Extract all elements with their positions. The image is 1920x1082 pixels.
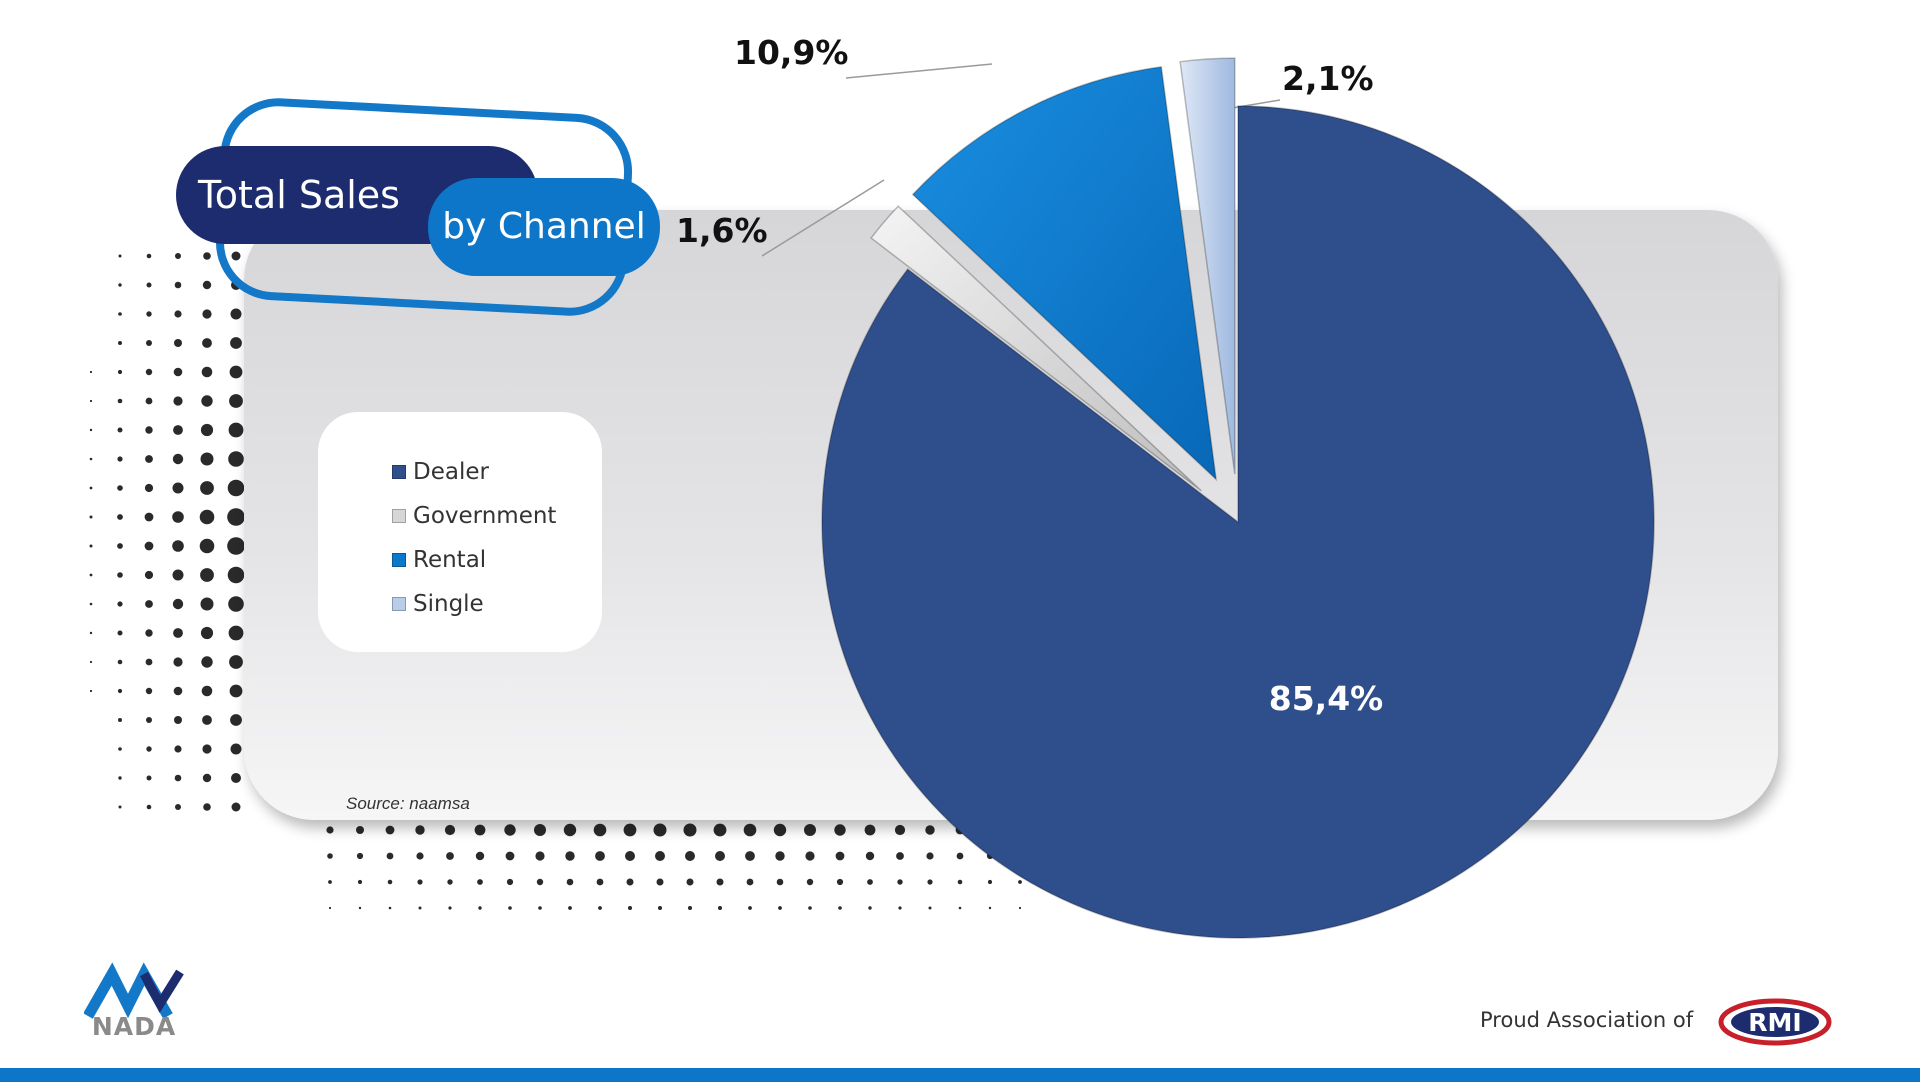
pie-slice-government — [870, 205, 1202, 492]
pie-leader-government — [761, 179, 885, 257]
association-tagline: Proud Association of — [1480, 1008, 1694, 1032]
pie-label-rental: 10,9% — [734, 33, 849, 72]
legend-label-dealer: Dealer — [413, 459, 489, 485]
chart-title-badge: Total Sales by Channel — [174, 95, 674, 319]
footer-accent-bar — [0, 1068, 1920, 1082]
pie-label-single: 2,1% — [1282, 59, 1374, 98]
legend-swatch-single — [392, 597, 406, 611]
legend-item-rental: Rental — [392, 538, 556, 582]
legend-label-single: Single — [413, 591, 484, 617]
legend-item-dealer: Dealer — [392, 450, 556, 494]
svg-text:RMI: RMI — [1748, 1008, 1801, 1037]
chart-legend: Dealer Government Rental Single — [318, 412, 602, 652]
legend-swatch-dealer — [392, 465, 406, 479]
pie-leader-rental — [845, 63, 993, 79]
legend-list: Dealer Government Rental Single — [392, 450, 556, 626]
legend-item-single: Single — [392, 582, 556, 626]
chart-subtitle: by Channel — [428, 178, 660, 276]
nada-brand-name: NADA — [91, 1012, 177, 1041]
legend-label-rental: Rental — [413, 547, 487, 573]
legend-swatch-rental — [392, 553, 406, 567]
pie-label-government: 1,6% — [676, 211, 768, 250]
nada-logo-icon — [84, 962, 184, 1019]
pie-slice-rental — [911, 66, 1218, 482]
pie-data-labels: 85,4% 1,6% 10,9% 2,1% — [676, 33, 1383, 718]
pie-label-dealer: 85,4% — [1269, 679, 1384, 718]
rmi-logo-icon: RMI — [1718, 998, 1832, 1046]
legend-swatch-government — [392, 509, 406, 523]
pie-slice-single — [1179, 57, 1236, 475]
legend-label-government: Government — [413, 503, 557, 529]
pie-slice-dealer — [821, 105, 1655, 939]
pie-slices — [821, 57, 1655, 939]
source-note: Source: naamsa — [346, 794, 470, 813]
legend-item-government: Government — [392, 494, 556, 538]
